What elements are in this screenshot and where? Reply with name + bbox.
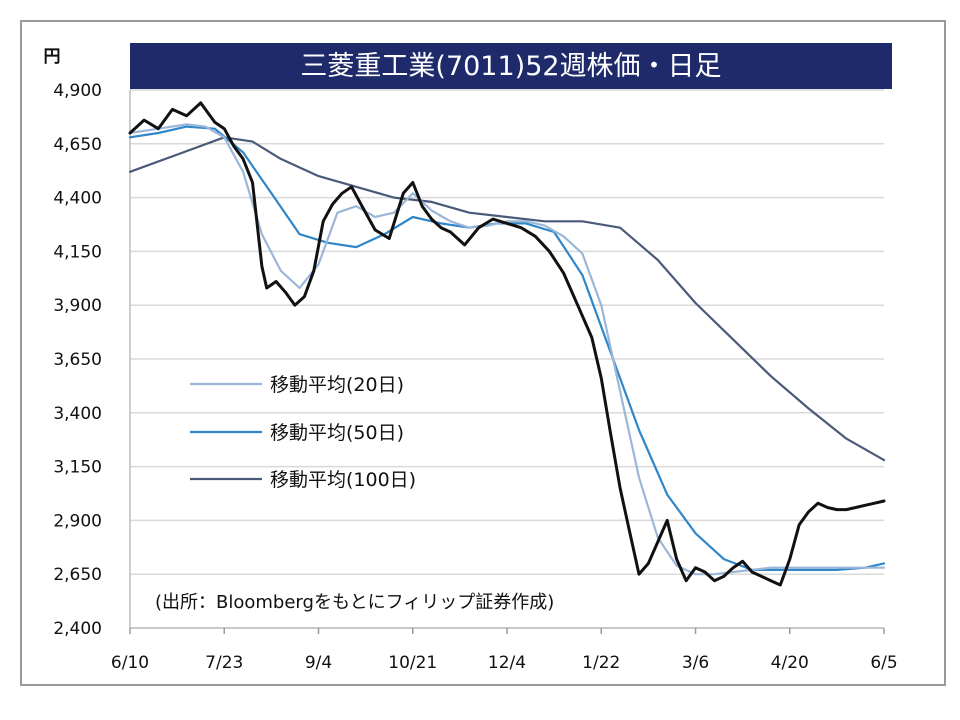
x-tick-label: 7/23 (205, 653, 243, 673)
series-group (128, 101, 886, 587)
series-line-ma50 (128, 125, 886, 571)
y-tick-label: 4,900 (53, 81, 102, 101)
legend: 移動平均(20日) 移動平均(50日) 移動平均(100日) (190, 374, 416, 491)
x-tick-label: 6/10 (111, 653, 149, 673)
x-tick-label: 4/20 (771, 653, 809, 673)
series-line-ma20 (128, 123, 886, 576)
y-axis: 4,900 4,650 4,400 4,150 3,900 3,650 3,400 3,150… (53, 81, 131, 639)
y-tick-label: 2,900 (53, 511, 102, 531)
y-tick-label: 2,400 (53, 619, 102, 639)
y-unit-label: 円 (44, 47, 61, 67)
y-tick-label: 4,650 (53, 135, 102, 155)
x-tick-label: 1/22 (582, 653, 620, 673)
legend-label-ma100: 移動平均(100日) (270, 469, 416, 491)
y-tick-label: 4,400 (53, 189, 102, 209)
x-tick-label: 3/6 (682, 653, 709, 673)
series-line-price (128, 101, 886, 587)
legend-label-ma50: 移動平均(50日) (270, 422, 404, 444)
source-note: (出所：Bloombergをもとにフィリップ証券作成) (155, 592, 554, 613)
y-tick-label: 3,650 (53, 350, 102, 370)
y-tick-label: 4,150 (53, 242, 102, 262)
x-tick-label: 9/4 (305, 653, 332, 673)
y-tick-label: 3,900 (53, 296, 102, 316)
x-tick-label: 6/5 (870, 653, 897, 673)
title-bar (130, 43, 892, 89)
y-tick-label: 2,650 (53, 565, 102, 585)
y-tick-label: 3,400 (53, 404, 102, 424)
x-axis: 6/10 7/23 9/4 10/21 12/4 1/22 3/6 4/20 6/5 (111, 627, 898, 673)
series-line-ma100 (128, 136, 886, 462)
chart-title: 三菱重工業(7011)52週株価・日足 (300, 51, 721, 82)
chart-frame (20, 20, 946, 686)
legend-label-ma20: 移動平均(20日) (270, 374, 404, 396)
x-tick-label: 10/21 (388, 653, 437, 673)
x-tick-label: 12/4 (488, 653, 526, 673)
y-tick-label: 3,150 (53, 458, 102, 478)
